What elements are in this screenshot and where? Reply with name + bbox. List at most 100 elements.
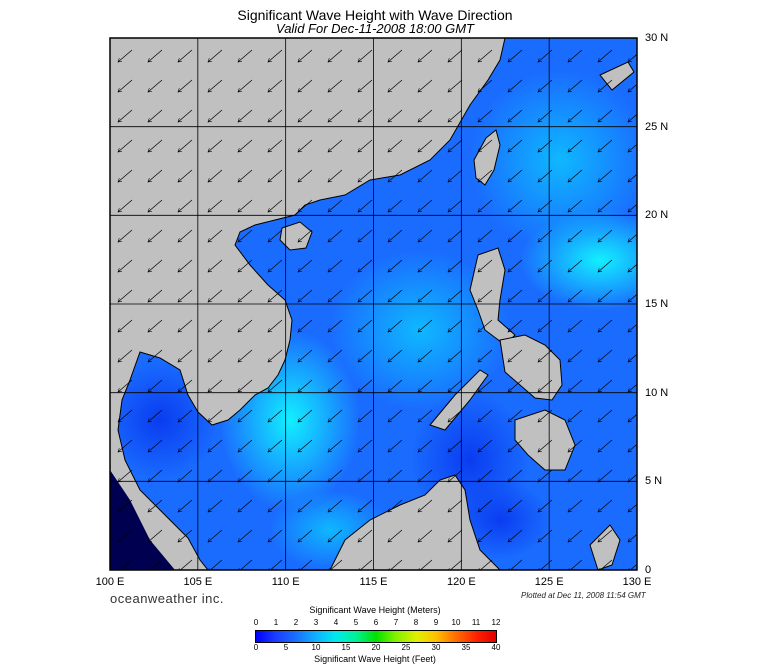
wave-arrow — [238, 109, 253, 122]
wave-arrow — [388, 289, 403, 302]
wave-arrow — [628, 353, 637, 362]
wave-arrow — [478, 499, 493, 512]
wave-arrow — [358, 109, 373, 122]
wave-arrow — [418, 169, 433, 182]
wave-arrow — [148, 169, 163, 182]
wave-arrow — [148, 529, 163, 542]
graticule — [110, 38, 637, 570]
wave-arrow — [208, 439, 223, 452]
wave-arrow — [148, 409, 163, 422]
longitude-label: 110 E — [271, 576, 300, 588]
wave-arrow — [208, 289, 223, 302]
wave-arrow — [328, 139, 343, 152]
wave-arrow — [508, 559, 523, 570]
wave-arrow — [328, 109, 343, 122]
wave-arrow — [178, 439, 193, 452]
wave-arrow — [208, 259, 223, 272]
colorbar-meters-tick: 1 — [273, 618, 279, 627]
wave-arrow — [328, 49, 343, 62]
wave-arrow — [388, 439, 403, 452]
wave-direction-arrows — [118, 49, 637, 570]
wave-arrow — [418, 409, 433, 422]
longitude-label: 125 E — [534, 576, 564, 588]
wave-arrow — [418, 529, 433, 542]
wave-arrow — [478, 199, 493, 212]
wave-arrow — [148, 379, 163, 392]
wave-arrow — [208, 319, 223, 332]
wave-arrow — [178, 529, 193, 542]
wave-arrow — [328, 469, 343, 482]
wave-arrow — [628, 233, 637, 242]
wave-arrow — [148, 259, 163, 272]
latitude-label: 25 N — [645, 120, 669, 133]
wave-arrow — [328, 259, 343, 272]
wave-arrow — [448, 289, 463, 302]
wave-arrow — [298, 79, 313, 92]
mindanao-island — [514, 409, 576, 471]
wave-arrow — [448, 409, 463, 422]
wave-arrow — [478, 469, 493, 482]
wave-arrow — [238, 529, 253, 542]
wave-arrow — [418, 289, 433, 302]
wave-arrow — [148, 469, 163, 482]
wave-arrow — [208, 379, 223, 392]
wave-arrow — [118, 319, 133, 332]
colorbar-feet-tick: 10 — [311, 643, 321, 652]
wave-arrow — [298, 169, 313, 182]
wave-arrow — [388, 259, 403, 272]
wave-arrow — [538, 229, 553, 242]
wave-arrow — [628, 563, 637, 570]
wave-arrow — [358, 49, 373, 62]
wave-arrow — [478, 49, 493, 62]
wave-arrow — [628, 53, 637, 62]
wave-arrow — [598, 439, 613, 452]
wave-arrow — [118, 289, 133, 302]
wave-arrow — [508, 319, 523, 332]
wave-arrow — [508, 409, 523, 422]
wave-arrow — [478, 379, 493, 392]
wave-arrow — [388, 49, 403, 62]
wave-arrow — [178, 349, 193, 362]
wave-arrow — [388, 529, 403, 542]
wave-arrow — [118, 139, 133, 152]
wave-arrow — [358, 139, 373, 152]
wave-arrow — [418, 319, 433, 332]
colorbar-meters-tick: 2 — [293, 618, 299, 627]
wave-arrow — [508, 349, 523, 362]
wave-arrow — [418, 259, 433, 272]
wave-arrow — [478, 559, 493, 570]
wave-arrow — [478, 259, 493, 272]
wave-arrow — [148, 49, 163, 62]
wave-arrow — [568, 259, 583, 272]
wave-arrow — [238, 319, 253, 332]
wave-arrow — [478, 529, 493, 542]
wave-arrow — [448, 499, 463, 512]
colorbar-meters-tick: 6 — [373, 618, 379, 627]
wave-arrow — [478, 349, 493, 362]
wave-arrow — [328, 349, 343, 362]
wave-arrow — [358, 229, 373, 242]
wave-arrow — [238, 439, 253, 452]
wave-arrow — [118, 349, 133, 362]
wave-arrow — [388, 79, 403, 92]
wave-arrow — [568, 79, 583, 92]
wave-arrow — [358, 289, 373, 302]
wave-arrow — [358, 79, 373, 92]
plotted-timestamp: Plotted at Dec 11, 2008 11:54 GMT — [521, 591, 646, 600]
colorbar-meters-tick: 5 — [353, 618, 359, 627]
colorbar-feet-tick: 35 — [461, 643, 471, 652]
wave-arrow — [358, 319, 373, 332]
wave-arrow — [538, 559, 553, 570]
wave-arrow — [568, 229, 583, 242]
latitude-label: 20 N — [645, 209, 669, 222]
wave-arrow — [568, 499, 583, 512]
wave-arrow — [598, 469, 613, 482]
wave-arrow — [568, 109, 583, 122]
wave-arrow — [238, 379, 253, 392]
wave-arrow — [178, 139, 193, 152]
wave-arrow — [238, 289, 253, 302]
wave-arrow — [628, 173, 637, 182]
wave-arrow — [298, 499, 313, 512]
wave-arrow — [598, 259, 613, 272]
